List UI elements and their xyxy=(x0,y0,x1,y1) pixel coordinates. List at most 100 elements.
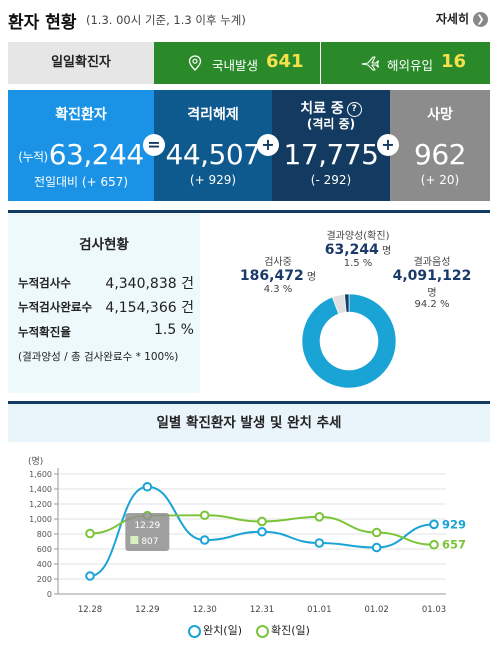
testing-section: 검사현황 누적검사수 4,340,838 건 누적검사완료수 4,154,366… xyxy=(8,213,490,393)
tooltip-date: 12.29 xyxy=(134,521,160,531)
series-released-point xyxy=(429,519,439,530)
stat-released-title: 격리해제 xyxy=(187,107,239,123)
testing-row-label: 누적확진율 xyxy=(18,325,71,339)
testing-row-label: 누적검사완료수 xyxy=(18,300,93,314)
donut-negative-pct: 94.2 % xyxy=(414,299,450,310)
x-tick-label: 12.29 xyxy=(135,605,159,615)
donut-negative-unit: 명 xyxy=(427,288,437,299)
x-tick-label: 01.03 xyxy=(422,605,446,615)
testing-title: 검사현황 xyxy=(79,237,129,253)
daily-cases-bar: 일일확진자 국내발생 641 해외유입 16 xyxy=(8,42,490,84)
y-axis-label: (명) xyxy=(28,456,43,467)
legend-marker-released xyxy=(188,624,202,638)
legend-label-released: 완치(일) xyxy=(203,624,242,637)
trend-chart[interactable]: (명) 0 200 400 600 800 1,000 1,200 1,400 1,600 12.2… xyxy=(8,442,490,618)
chevron-right-icon: ❯ xyxy=(473,12,488,27)
testing-row-value: 1.5 % xyxy=(153,322,194,338)
stat-isolated-title-row: 치료 중? xyxy=(272,98,390,118)
donut-positive-unit: 명 xyxy=(382,246,392,257)
legend-item-released[interactable]: 완치(일) xyxy=(188,624,242,638)
donut-label-negative: 결과음성 4,091,122 명 94.2 % xyxy=(384,253,480,310)
donut-label-positive: 결과양성(확진) 63,244 명 1.5 % xyxy=(308,227,408,269)
stat-confirmed-prefix: (누적) xyxy=(18,149,48,164)
donut-positive-pct: 1.5 % xyxy=(343,258,373,269)
stat-confirmed-value: 63,244 xyxy=(48,138,144,171)
series-released-point xyxy=(314,538,325,548)
y-tick-label: 1,000 xyxy=(29,515,52,524)
airplane-icon xyxy=(361,56,379,71)
chart-legend: 완치(일) 확진(일) xyxy=(8,622,490,638)
legend-label-confirmed: 확진(일) xyxy=(271,624,310,637)
stat-isolated-delta: (- 292) xyxy=(310,173,352,187)
summary-stats: 확진환자 (누적)63,244 전일대비 (+ 657) 격리해제 44,507… xyxy=(8,90,490,201)
stat-confirmed-delta: 전일대비 (+ 657) xyxy=(33,175,129,189)
stat-isolated: 치료 중? (격리 중) 17,775 (- 292) xyxy=(272,90,390,201)
testing-note: (결과양성 / 총 검사완료수 * 100%) xyxy=(18,351,179,363)
series-confirmed-point xyxy=(85,528,95,539)
stat-deaths-title: 사망 xyxy=(427,107,453,123)
page-subtitle: (1.3. 00시 기준, 1.3 이후 누계) xyxy=(86,13,246,27)
legend-item-confirmed[interactable]: 확진(일) xyxy=(256,624,310,638)
equals-operator: = xyxy=(143,134,165,156)
testing-row-value: 4,340,838 건 xyxy=(105,276,194,292)
series-released-point xyxy=(142,481,153,492)
x-tick-label: 12.28 xyxy=(78,605,102,615)
stat-deaths-delta: (+ 20) xyxy=(420,173,460,187)
series-released-point xyxy=(85,571,95,581)
series-confirmed-point xyxy=(199,510,210,521)
series-confirmed-point xyxy=(371,527,382,538)
plus-operator: + xyxy=(377,134,399,156)
domestic-label: 국내발생 xyxy=(212,58,259,73)
series-released-point xyxy=(371,542,382,553)
legend-marker-confirmed xyxy=(256,624,269,638)
x-tick-label: 12.30 xyxy=(192,605,216,615)
donut-pending-label: 검사중 xyxy=(264,257,292,268)
y-tick-label: 1,600 xyxy=(29,470,52,479)
stat-confirmed-title: 확진환자 xyxy=(55,107,107,123)
chart-title: 일별 확진환자 발생 및 완치 추세 xyxy=(8,404,490,442)
plus-operator: + xyxy=(257,134,279,156)
y-tick-label: 1,400 xyxy=(29,485,52,494)
testing-row-value: 4,154,366 건 xyxy=(105,300,194,316)
stat-deaths-value: 962 xyxy=(414,138,466,171)
stat-released: 격리해제 44,507 (+ 929) xyxy=(154,90,272,201)
donut-pending-value: 186,472 xyxy=(239,268,304,284)
donut-pending-unit: 명 xyxy=(306,272,317,283)
donut-negative-label: 결과음성 xyxy=(413,257,451,268)
y-tick-label: 600 xyxy=(37,545,52,554)
testing-donut: 결과양성(확진) 63,244 명 1.5 % 검사중 186,472 명 4.… xyxy=(208,213,490,393)
donut-label-pending: 검사중 186,472 명 4.3 % xyxy=(238,253,318,295)
donut-slice-positive xyxy=(344,293,350,313)
donut-positive-value: 63,244 xyxy=(324,242,379,258)
x-tick-label: 12.31 xyxy=(250,605,274,615)
help-icon[interactable]: ? xyxy=(346,101,362,117)
more-link[interactable]: 자세히 ❯ xyxy=(436,10,488,27)
page-title: 환자 현황 xyxy=(8,13,77,33)
overseas-cases: 해외유입 16 xyxy=(321,42,490,84)
domestic-value: 641 xyxy=(266,51,304,72)
domestic-cases: 국내발생 641 xyxy=(154,42,320,84)
series-confirmed-point xyxy=(429,539,439,550)
stat-deaths: 사망 962 (+ 20) xyxy=(390,90,490,201)
y-tick-label: 400 xyxy=(37,560,52,569)
stat-released-value: 44,507 xyxy=(165,138,261,171)
donut-chart xyxy=(301,293,397,389)
stat-confirmed-value-row: (누적)63,244 xyxy=(8,138,154,171)
series-confirmed-end-label: 657 xyxy=(442,538,466,552)
testing-summary: 검사현황 누적검사수 4,340,838 건 누적검사완료수 4,154,366… xyxy=(8,213,200,393)
y-tick-label: 1,200 xyxy=(29,500,52,509)
donut-slice-negative xyxy=(301,293,397,389)
y-tick-label: 800 xyxy=(37,530,52,539)
series-confirmed-point xyxy=(257,516,267,527)
testing-row-label: 누적검사수 xyxy=(18,276,71,290)
y-tick-label: 0 xyxy=(47,590,52,599)
trend-chart-section: 일별 확진환자 발생 및 완치 추세 (명) 0 200 400 600 800 1,000… xyxy=(8,404,490,654)
series-released-end-label: 929 xyxy=(442,517,466,531)
donut-positive-label: 결과양성(확진) xyxy=(326,231,390,242)
stat-confirmed: 확진환자 (누적)63,244 전일대비 (+ 657) xyxy=(8,90,154,201)
section-divider xyxy=(8,210,490,213)
stat-isolated-value: 17,775 xyxy=(283,138,379,171)
stat-isolated-subtitle: (격리 중) xyxy=(306,117,356,131)
location-pin-icon xyxy=(188,55,202,71)
y-tick-label: 200 xyxy=(37,575,52,584)
